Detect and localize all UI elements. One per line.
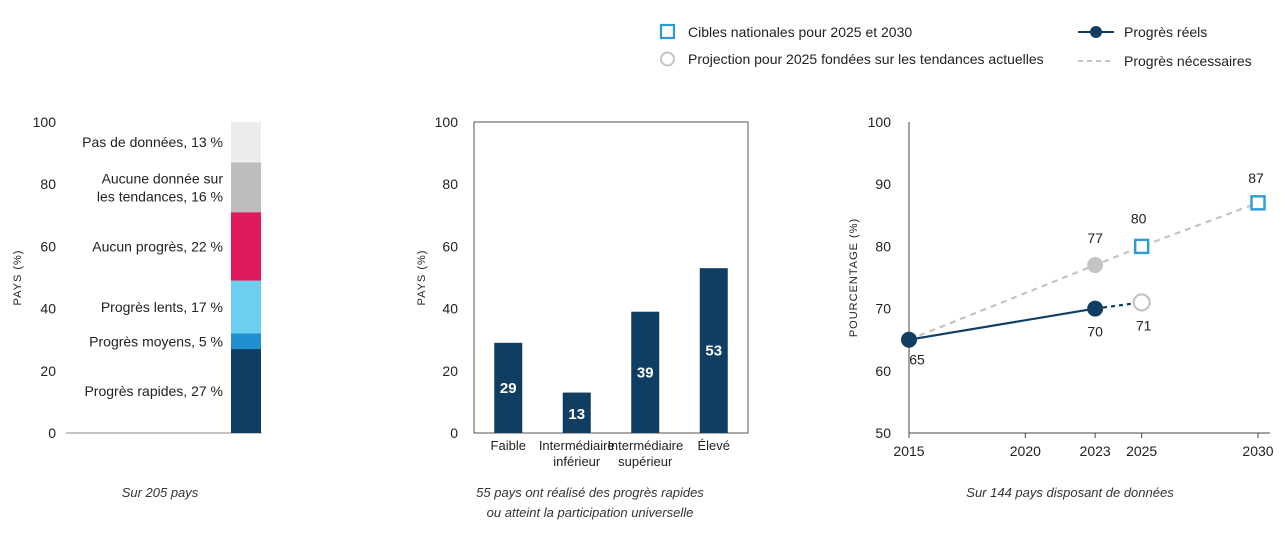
bar	[631, 311, 660, 433]
bar	[494, 342, 523, 433]
data-label: 70	[1087, 324, 1103, 340]
y-tick-label: 20	[40, 363, 56, 379]
actual-line-icon	[1078, 26, 1114, 38]
x-tick-label: 2023	[1080, 443, 1111, 459]
caption-middle-line1: 55 pays ont réalisé des progrès rapides	[476, 485, 704, 500]
y-tick-label: 80	[875, 238, 891, 254]
legend: Cibles nationales pour 2025 et 2030 Proj…	[648, 12, 1268, 86]
stacked-bar-segment	[231, 280, 261, 334]
bar-value-label: 53	[705, 343, 722, 360]
x-tick-label: Élevé	[697, 438, 730, 453]
stacked-bar-segment	[231, 122, 261, 163]
x-tick-label: Intermédiaire	[539, 438, 615, 453]
caption-left: Sur 205 pays	[121, 485, 199, 500]
needed-point	[1087, 257, 1104, 274]
legend-label-projection: Projection pour 2025 fondées sur les ten…	[688, 51, 1044, 67]
caption-right: Sur 144 pays disposant de données	[966, 485, 1174, 500]
y-tick-label: 0	[450, 425, 458, 441]
y-tick-label: 40	[40, 301, 56, 317]
y-tick-label: 100	[868, 114, 892, 130]
plot-frame	[473, 121, 749, 434]
y-axis-label: POURCENTAGE (%)	[848, 218, 860, 337]
y-axis-label: PAYS (%)	[12, 250, 24, 306]
stacked-bar-segment	[231, 349, 261, 433]
x-tick-label: 2025	[1126, 443, 1157, 459]
data-label: 71	[1136, 317, 1152, 333]
legend-label-needed: Progrès nécessaires	[1124, 53, 1252, 69]
x-tick-label: 2020	[1010, 443, 1041, 459]
y-tick-label: 60	[40, 238, 56, 254]
caption-middle: 55 pays ont réalisé des progrès rapides …	[420, 483, 760, 523]
segment-label: Progrès lents, 17 %	[101, 299, 223, 315]
y-tick-label: 60	[442, 238, 458, 254]
x-tick-label: 2015	[893, 443, 924, 459]
series-line-actual	[908, 307, 1096, 341]
projection-point	[1132, 293, 1151, 312]
y-tick-label: 80	[442, 176, 458, 192]
data-label: 80	[1131, 210, 1147, 226]
actual-point	[1087, 300, 1104, 317]
stacked-bar-segment	[231, 212, 261, 281]
y-axis-label: PAYS (%)	[416, 250, 428, 306]
y-tick-label: 0	[48, 425, 56, 441]
y-tick-label: 60	[875, 363, 891, 379]
legend-label-actual: Progrès réels	[1124, 24, 1208, 40]
x-tick-label: supérieur	[618, 454, 673, 469]
projection-circle-icon	[660, 51, 675, 67]
y-tick-label: 50	[875, 425, 891, 441]
x-tick-label: 2030	[1242, 443, 1273, 459]
segment-label: Progrès rapides, 27 %	[84, 383, 223, 399]
y-tick-label: 100	[33, 114, 57, 130]
y-tick-label: 80	[40, 176, 56, 192]
segment-label: les tendances, 16 %	[97, 188, 223, 204]
actual-point	[901, 331, 917, 348]
data-label: 77	[1087, 230, 1103, 246]
stacked-bar-segment	[231, 162, 261, 213]
y-tick-label: 70	[875, 301, 891, 317]
stacked-bar-segment	[231, 333, 261, 350]
bar	[562, 392, 591, 433]
x-tick-label: Intermédiaire	[607, 438, 683, 453]
segment-label: Aucun progrès, 22 %	[92, 238, 223, 254]
y-tick-label: 100	[435, 114, 459, 130]
needed-dashed-line-icon	[1078, 60, 1114, 62]
caption-middle-line2: ou atteint la participation universelle	[486, 505, 694, 520]
series-line-needed	[908, 201, 1259, 341]
y-tick-label: 90	[875, 176, 891, 192]
bar-value-label: 13	[568, 406, 585, 423]
segment-label: Progrès moyens, 5 %	[89, 333, 223, 349]
x-tick-label: Faible	[491, 438, 526, 453]
segment-label: Aucune donnée sur	[102, 170, 224, 186]
data-label: 87	[1248, 170, 1264, 186]
bar	[699, 268, 728, 433]
x-tick-label: inférieur	[553, 454, 601, 469]
target-point	[1133, 238, 1150, 255]
bar-value-label: 29	[500, 380, 517, 397]
data-label: 65	[909, 352, 925, 368]
bar-value-label: 39	[637, 364, 654, 381]
legend-label-targets: Cibles nationales pour 2025 et 2030	[688, 24, 913, 40]
target-square-icon	[659, 23, 676, 40]
target-point	[1250, 195, 1266, 211]
segment-label: Pas de données, 13 %	[82, 134, 223, 150]
y-tick-label: 20	[442, 363, 458, 379]
y-tick-label: 40	[442, 301, 458, 317]
